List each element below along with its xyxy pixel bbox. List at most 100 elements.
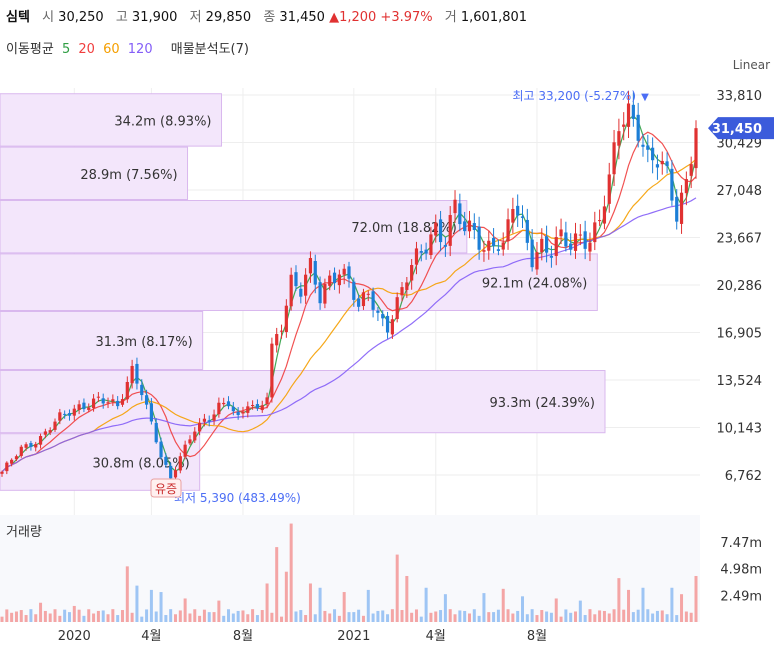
volume-bar — [530, 609, 534, 622]
volume-panel: 7.47m 4.98m 2.49m — [0, 515, 762, 622]
candle-body — [458, 203, 462, 225]
candle-body — [265, 397, 269, 405]
candle-body — [337, 274, 341, 286]
volume-bar — [665, 614, 669, 622]
candle-body — [202, 418, 207, 422]
volume-bar — [386, 614, 390, 622]
candle-body — [87, 407, 91, 410]
volume-bar — [583, 615, 587, 622]
close-label: 종 — [263, 10, 276, 25]
candle-body — [626, 103, 631, 127]
volume-profile-toggle[interactable]: 매물분석도(7) — [170, 42, 249, 57]
volume-bar — [492, 612, 496, 622]
volume-bar — [265, 583, 269, 622]
price-tick-label: 13,524 — [717, 374, 763, 389]
candle-body — [516, 205, 520, 216]
volume-bar — [174, 614, 177, 622]
ma-5[interactable]: 5 — [61, 42, 71, 57]
volume-bar — [111, 609, 115, 622]
volume-bar — [636, 609, 640, 622]
candle-body — [236, 411, 240, 415]
candle-body — [5, 462, 9, 472]
volume-bar — [280, 616, 284, 622]
volume-panel-title: 거래량 — [6, 525, 42, 540]
candle-body — [578, 234, 582, 236]
volume-bar — [569, 612, 573, 622]
high-label: 고 — [115, 10, 128, 25]
candle-body — [164, 456, 168, 465]
volume-profile-label: 92.1m (24.08%) — [482, 277, 587, 292]
candle-body — [622, 124, 626, 127]
volume-bar — [684, 611, 688, 622]
candle-body — [0, 471, 4, 474]
volume-bar — [72, 605, 76, 622]
volume-bar — [525, 614, 529, 622]
volume-bar — [660, 610, 664, 622]
volume-bar — [82, 615, 86, 622]
volume-bar — [39, 602, 43, 622]
candle-body — [144, 395, 149, 405]
time-axis: 2020 4월 8월 2021 4월 8월 — [58, 629, 547, 644]
candle-body — [241, 411, 245, 414]
volume-bar — [342, 592, 346, 622]
time-tick-label: 8월 — [527, 629, 547, 644]
candle-body — [569, 243, 573, 250]
volume-bar — [212, 612, 216, 622]
volume-bar — [622, 609, 626, 622]
candle-body — [467, 220, 472, 232]
max-price-label: 최고 33,200 (-5.27%) — [512, 89, 636, 103]
candle-body — [43, 431, 47, 435]
volume-bar — [106, 614, 110, 622]
candle-body — [660, 160, 664, 165]
candle-body — [655, 164, 660, 168]
candle-body — [111, 399, 115, 402]
candle-body — [689, 164, 693, 176]
ma-legend[interactable]: 이동평균 5 20 60 120 매물분석도(7) — [6, 38, 253, 57]
volume-bar — [521, 596, 524, 622]
volume-bar — [627, 589, 631, 622]
volume-bar — [251, 609, 255, 622]
volume-profile-bar — [0, 93, 223, 147]
candle-body — [24, 444, 28, 448]
scale-mode-toggle[interactable]: Linear — [732, 58, 770, 72]
candle-body — [217, 402, 221, 415]
price-tick-label: 27,048 — [717, 184, 763, 199]
volume-bar — [130, 612, 134, 622]
candle-body — [371, 291, 375, 310]
volume-bar — [333, 609, 337, 622]
candle-body — [173, 470, 178, 478]
volume-bar — [53, 609, 57, 622]
candle-body — [419, 251, 423, 253]
volume-bar — [284, 571, 288, 622]
volume-profile-label: 28.9m (7.56%) — [80, 168, 177, 183]
candle-body — [63, 413, 67, 415]
candle-body — [29, 443, 33, 447]
volume-bar — [96, 610, 100, 622]
ma-120[interactable]: 120 — [127, 42, 153, 57]
candle-body — [207, 420, 211, 422]
candle-body — [318, 282, 322, 304]
price-tick-label: 6,762 — [725, 469, 762, 484]
volume-bar — [607, 613, 611, 622]
candle-body — [482, 250, 486, 252]
volume-bar — [675, 615, 679, 622]
candle-body — [10, 459, 14, 464]
volume-bar — [559, 616, 563, 622]
ma-60[interactable]: 60 — [103, 42, 120, 57]
volume-bar — [410, 612, 414, 622]
volume-tick-label: 2.49m — [720, 589, 762, 604]
volume-bar — [294, 611, 298, 622]
volume-bar — [337, 615, 341, 622]
ma-20[interactable]: 20 — [78, 42, 95, 57]
volume-bar — [578, 600, 582, 622]
candle-body — [607, 174, 611, 204]
candle-body — [125, 381, 129, 400]
volume-tick-label: 4.98m — [720, 563, 762, 578]
volume-bar — [313, 614, 317, 622]
candle-body — [91, 398, 96, 409]
volume-bar — [10, 612, 14, 622]
candle-body — [448, 215, 452, 246]
candle-body — [602, 206, 607, 224]
volume-value: 1,601,801 — [460, 10, 528, 25]
